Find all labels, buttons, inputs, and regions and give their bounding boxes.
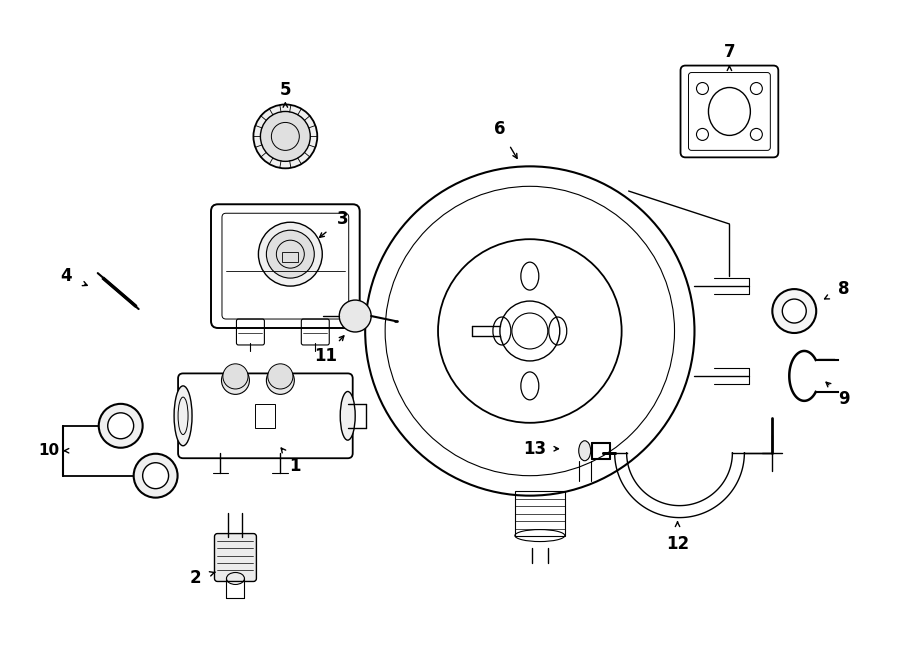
Ellipse shape xyxy=(579,441,590,461)
Text: 4: 4 xyxy=(60,267,72,285)
Circle shape xyxy=(266,366,294,395)
FancyBboxPatch shape xyxy=(214,533,256,582)
Circle shape xyxy=(260,112,310,161)
Circle shape xyxy=(339,300,371,332)
Circle shape xyxy=(134,453,177,498)
Circle shape xyxy=(99,404,142,447)
Text: 6: 6 xyxy=(494,120,506,138)
Bar xyxy=(283,252,298,262)
Text: 11: 11 xyxy=(314,347,337,365)
Text: 1: 1 xyxy=(290,457,302,475)
Circle shape xyxy=(268,364,292,389)
Ellipse shape xyxy=(340,391,356,440)
Circle shape xyxy=(772,289,816,333)
Circle shape xyxy=(258,222,322,286)
Circle shape xyxy=(266,230,314,278)
Text: 12: 12 xyxy=(666,535,689,553)
Text: 13: 13 xyxy=(523,440,546,458)
Circle shape xyxy=(254,104,318,169)
Circle shape xyxy=(142,463,168,488)
Circle shape xyxy=(223,364,248,389)
Circle shape xyxy=(782,299,806,323)
Circle shape xyxy=(221,366,249,395)
Text: 8: 8 xyxy=(839,280,850,298)
Text: 5: 5 xyxy=(280,81,291,98)
Text: 7: 7 xyxy=(724,42,735,61)
Text: 2: 2 xyxy=(190,570,202,588)
Bar xyxy=(256,404,275,428)
Bar xyxy=(515,490,565,535)
Text: 10: 10 xyxy=(39,444,59,458)
Ellipse shape xyxy=(174,386,192,446)
Text: 9: 9 xyxy=(839,390,850,408)
Circle shape xyxy=(108,413,134,439)
Text: 3: 3 xyxy=(337,210,348,228)
